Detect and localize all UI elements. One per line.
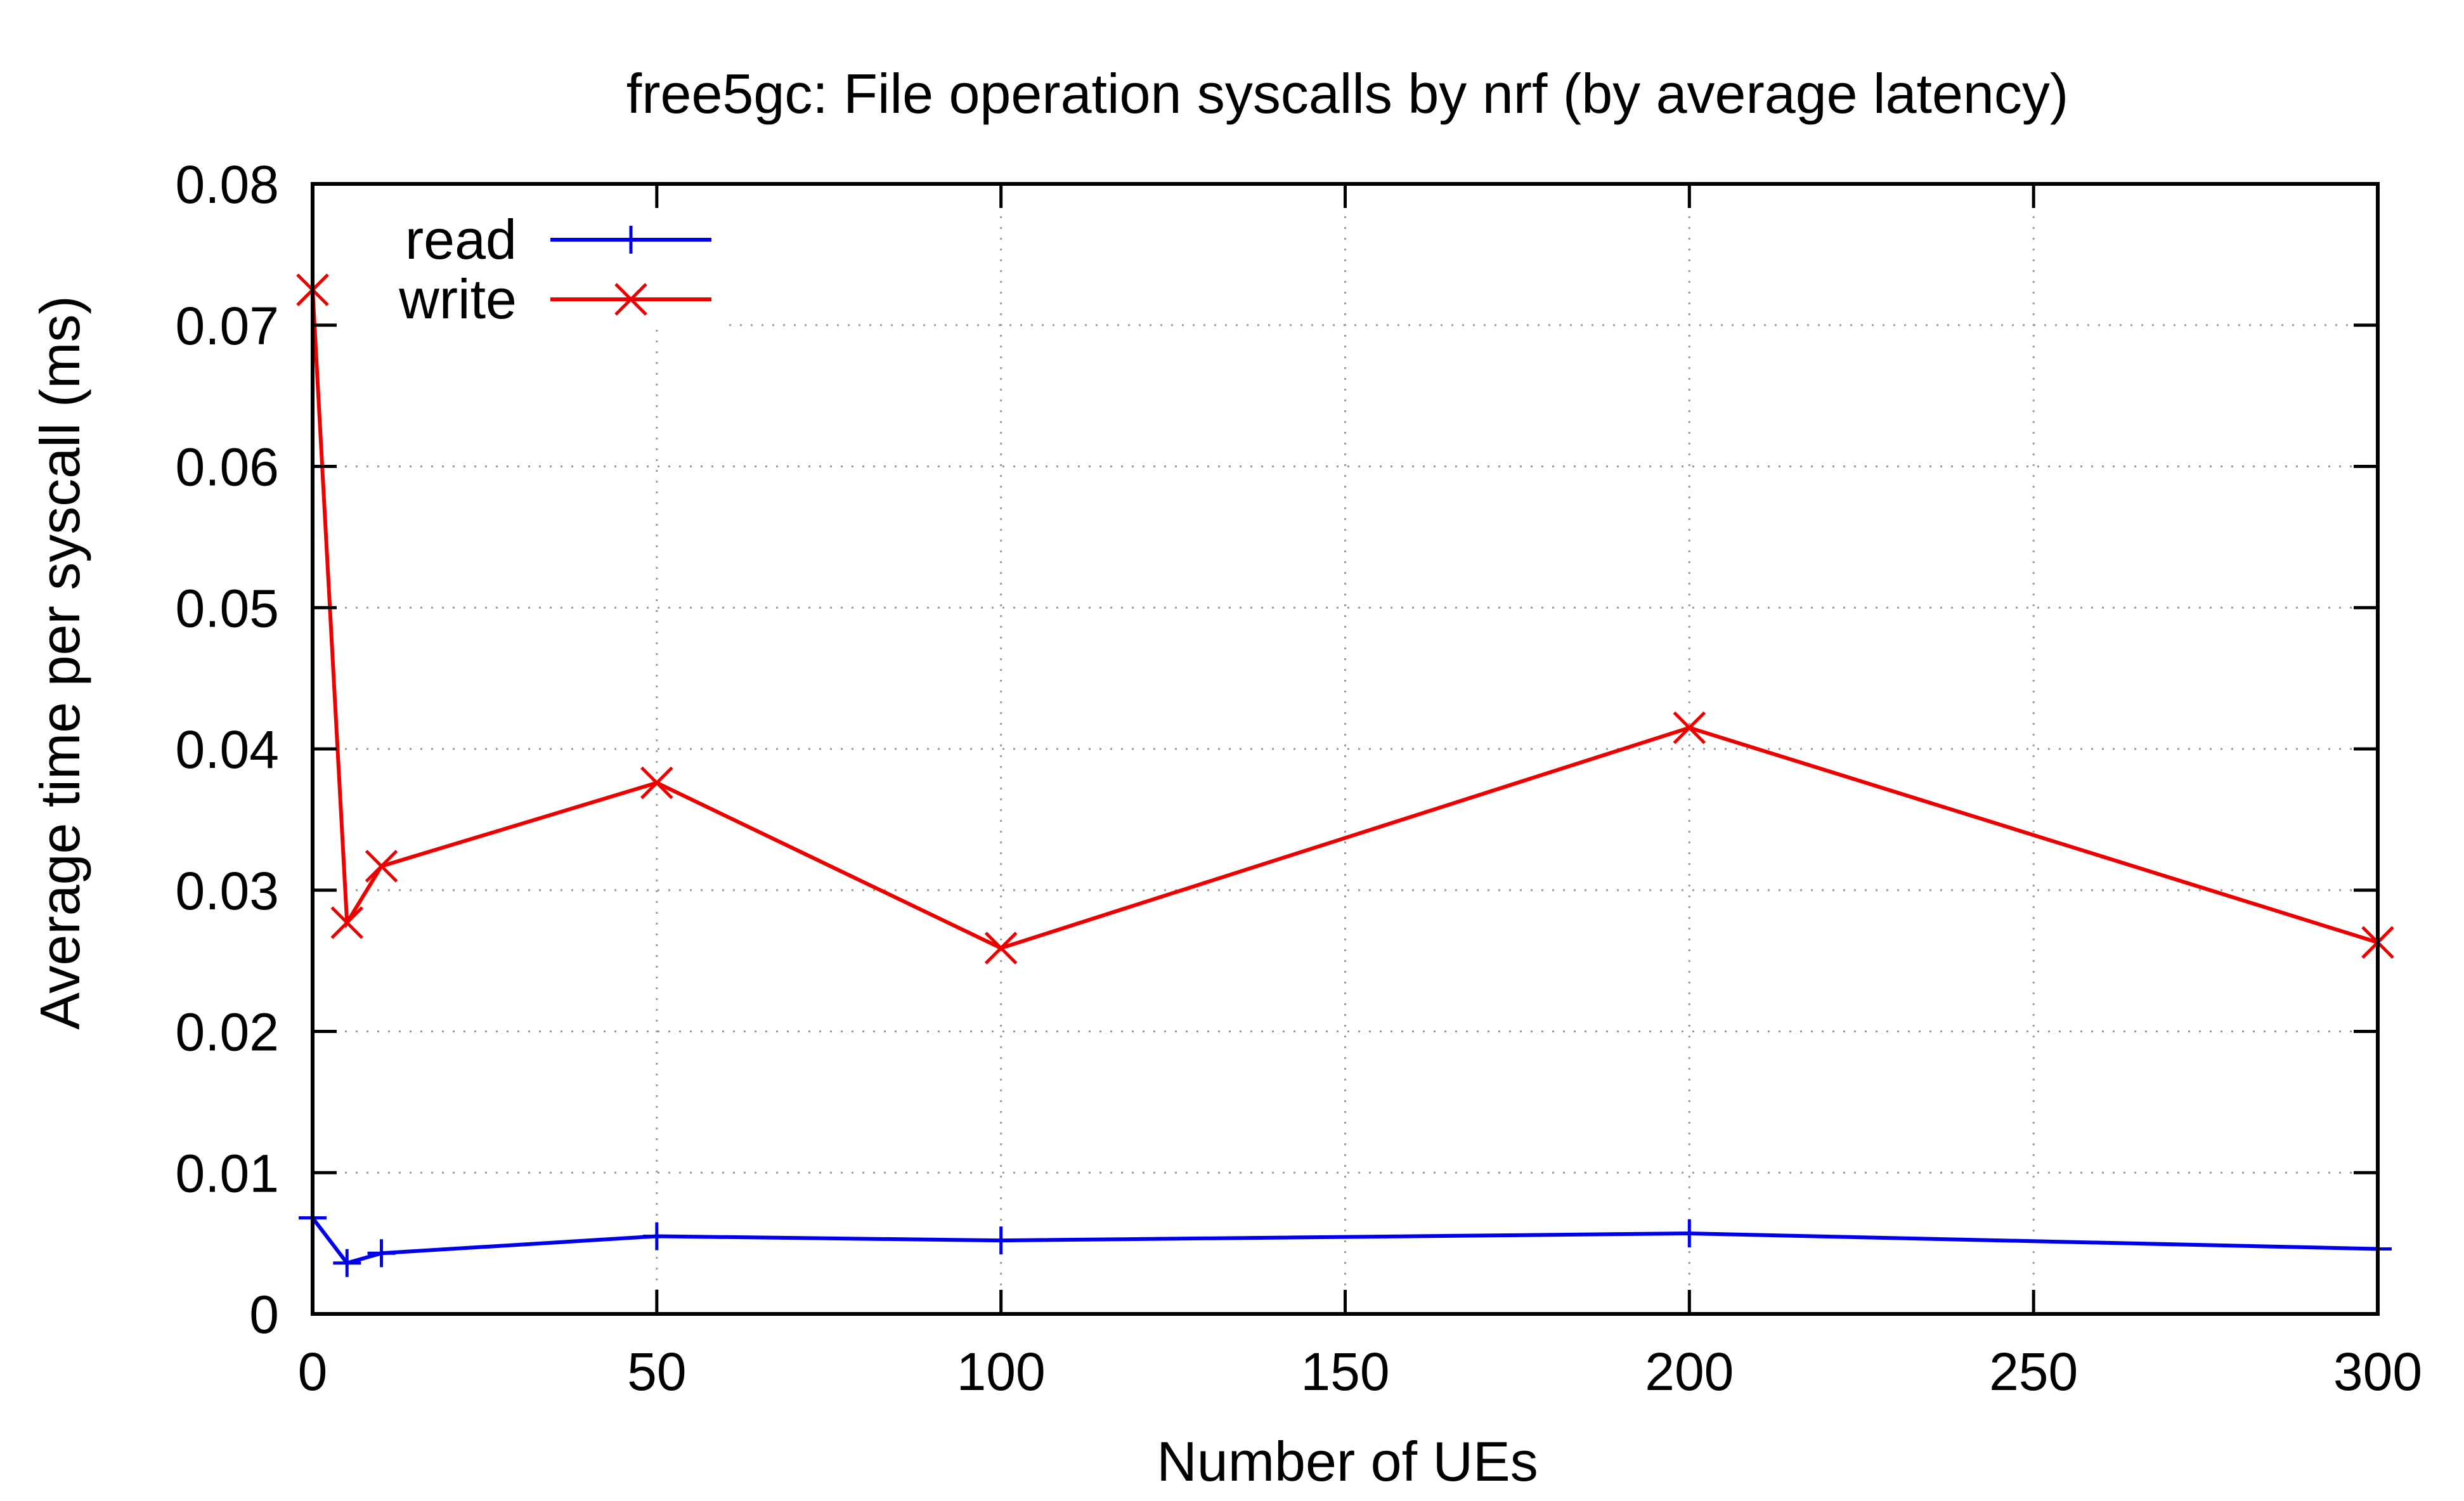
series-lines: [296, 273, 2394, 1277]
y-tick-label: 0.07: [176, 296, 280, 356]
x-tick-label: 250: [1989, 1342, 2078, 1401]
x-tick-label: 50: [627, 1342, 686, 1401]
data-point-write: [1673, 711, 1706, 744]
y-tick-label: 0.08: [176, 155, 280, 214]
data-point-write: [640, 766, 673, 800]
x-axis-title: Number of UEs: [1157, 1430, 1538, 1493]
y-tick-label: 0.03: [176, 861, 280, 921]
data-point-write: [365, 850, 398, 883]
y-tick-label: 0.02: [176, 1003, 280, 1062]
legend-entry-read: read: [405, 208, 711, 271]
y-tick-label: 0.06: [176, 438, 280, 497]
data-point-read: [642, 1222, 671, 1251]
x-tick-label: 200: [1645, 1342, 1734, 1401]
data-point-read: [987, 1226, 1015, 1255]
data-point-write: [984, 932, 1018, 965]
y-tick-label: 0.04: [176, 720, 280, 779]
x-tick-label: 100: [957, 1342, 1046, 1401]
legend-marker: [614, 283, 647, 316]
chart-title: free5gc: File operation syscalls by nrf …: [626, 62, 2068, 125]
data-point-read: [333, 1249, 361, 1277]
grid-lines: [313, 184, 2378, 1314]
y-axis-title: Average time per syscall (ms): [29, 296, 91, 1029]
legend-marker: [617, 226, 645, 254]
x-tick-label: 300: [2333, 1342, 2422, 1401]
legend-entry-write: write: [398, 268, 711, 330]
data-point-write: [330, 906, 364, 939]
data-point-read: [1675, 1219, 1704, 1248]
y-tick-label: 0.05: [176, 578, 280, 638]
y-tick-label: 0: [249, 1285, 279, 1344]
axis-ticks: 0 0.01 0.02 0.03 0.04 0.05 0.06 0.07 0.08 0 50 100 1…: [176, 155, 2423, 1401]
data-point-read: [367, 1239, 396, 1268]
y-tick-label: 0.01: [176, 1143, 280, 1203]
legend-label: read: [405, 208, 517, 271]
x-tick-label: 150: [1300, 1342, 1389, 1401]
legend-label: write: [398, 268, 517, 330]
x-tick-label: 0: [298, 1342, 328, 1401]
